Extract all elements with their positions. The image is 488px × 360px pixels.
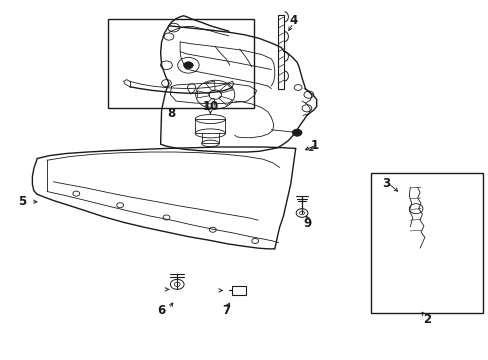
Circle shape (292, 129, 302, 136)
Text: 2: 2 (423, 313, 430, 327)
Circle shape (299, 211, 304, 215)
Circle shape (251, 238, 258, 243)
Bar (195, 119, 225, 134)
Circle shape (183, 62, 193, 69)
Text: 8: 8 (167, 107, 175, 120)
Text: 7: 7 (222, 305, 229, 318)
Circle shape (163, 215, 169, 220)
Bar (370, 173, 483, 313)
Text: 10: 10 (202, 100, 218, 113)
Text: 1: 1 (310, 139, 319, 152)
Circle shape (73, 191, 80, 196)
Circle shape (117, 203, 123, 208)
Text: 4: 4 (288, 14, 297, 27)
Text: 9: 9 (303, 216, 311, 230)
Bar (108, 19, 254, 108)
Circle shape (174, 282, 180, 287)
Bar (231, 286, 246, 295)
Text: 3: 3 (381, 177, 389, 190)
Text: 5: 5 (18, 195, 26, 208)
Bar (277, 15, 284, 89)
Circle shape (209, 227, 216, 232)
Text: 6: 6 (157, 305, 165, 318)
